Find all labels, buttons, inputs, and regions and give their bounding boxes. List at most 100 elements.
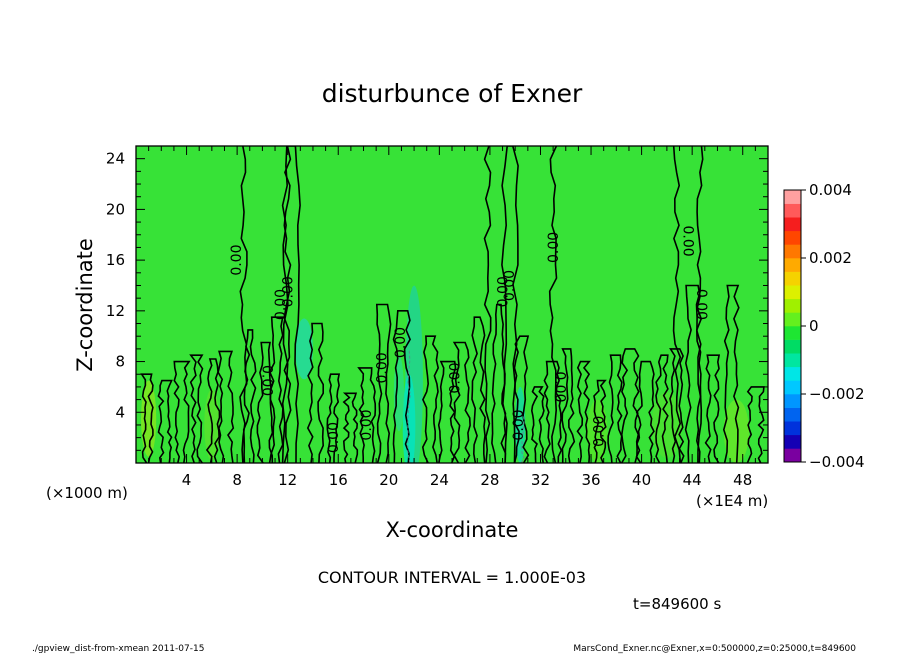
contour-line xyxy=(392,310,411,463)
contour-line xyxy=(217,350,235,463)
contour-line xyxy=(281,146,301,463)
contour-line xyxy=(593,379,607,463)
colorbar-ticks: 0.004 0.002 0 −0.002 −0.004 xyxy=(801,181,865,471)
contour-line xyxy=(357,367,377,463)
x-tick-label: 8 xyxy=(232,471,242,489)
contour-label: 0.00 xyxy=(326,422,342,453)
x-tick-label: 12 xyxy=(278,471,297,489)
colorbar-swatch xyxy=(784,326,801,340)
contour-line xyxy=(437,360,457,463)
colorbar-swatch xyxy=(784,258,801,272)
contour-line xyxy=(746,386,765,463)
contour-line xyxy=(695,146,704,463)
x-tick-label: 24 xyxy=(430,471,449,489)
colorbar-swatch xyxy=(784,394,801,408)
contour-line xyxy=(561,348,576,463)
contour-line xyxy=(140,373,154,463)
contour-label: 0.00 xyxy=(546,232,562,263)
contour-label: 0.00 xyxy=(374,352,390,383)
contour-line xyxy=(530,386,545,463)
contour-label: 0.00 xyxy=(359,409,375,440)
contour-label: 0.00 xyxy=(592,416,608,447)
contour-label: 0.00 xyxy=(448,362,464,393)
x-tick-label: 44 xyxy=(683,471,702,489)
x-tick-label: 48 xyxy=(733,471,752,489)
x-tick-label: 28 xyxy=(480,471,499,489)
colorbar xyxy=(784,190,801,463)
contour-line xyxy=(452,341,471,463)
y-tick-label: 8 xyxy=(115,353,125,371)
x-tick-label: 20 xyxy=(379,471,398,489)
contour-line-negative xyxy=(520,412,525,463)
colorbar-swatch xyxy=(784,421,801,436)
colorbar-tick-label: −0.004 xyxy=(809,453,865,471)
colorbar-swatch xyxy=(784,203,801,218)
contour-label: 0.00 xyxy=(393,327,409,358)
colorbar-swatch xyxy=(784,380,801,395)
color-region xyxy=(295,318,313,380)
contour-label: 0.00 xyxy=(511,409,527,440)
x-scale-note: (×1E4 m) xyxy=(696,492,768,510)
y-tick-label: 24 xyxy=(106,150,125,168)
contour-label: 0.00 xyxy=(502,270,518,301)
colorbar-swatch xyxy=(784,448,801,463)
contour-line xyxy=(242,329,257,463)
contour-label: 0.00 xyxy=(693,289,709,320)
x-tick-label: 32 xyxy=(531,471,550,489)
contour-line xyxy=(722,284,740,463)
plot-area: 0.000.000.000.000.00 0.000.000.000.000.00… xyxy=(136,146,768,463)
x-tick-label: 36 xyxy=(581,471,600,489)
contour-line xyxy=(576,360,591,463)
colorbar-swatch xyxy=(784,217,801,232)
contour-line xyxy=(543,360,563,463)
colorbar-tick-label: 0.002 xyxy=(809,249,852,267)
contour-line xyxy=(283,146,292,463)
contour-label: 0.00 xyxy=(258,365,274,396)
contour-line xyxy=(672,146,682,463)
colorbar-swatch xyxy=(784,190,801,204)
contour-line xyxy=(268,316,284,463)
x-tick-label: 40 xyxy=(632,471,651,489)
contour-line xyxy=(501,146,519,463)
colorbar-swatch xyxy=(784,407,801,422)
contour-line xyxy=(669,348,685,463)
contour-label: 0.00 xyxy=(281,276,297,307)
time-label: t=849600 s xyxy=(633,595,721,613)
x-axis-label: X-coordinate xyxy=(386,518,519,542)
colorbar-swatch xyxy=(784,366,801,381)
contour-label: 0.00 xyxy=(229,245,245,276)
colorbar-tick-label: −0.002 xyxy=(809,385,865,403)
x-tick-label: 4 xyxy=(182,471,192,489)
contour-label-layer: 0.000.000.000.000.00 0.000.000.000.000.00… xyxy=(229,226,709,454)
colorbar-swatch xyxy=(784,339,801,354)
color-region xyxy=(723,399,750,463)
y-tick-label: 4 xyxy=(115,403,125,421)
y-axis: 4 8 12 16 20 24 xyxy=(106,150,768,451)
contour-line xyxy=(704,354,721,463)
contour-lines xyxy=(140,146,765,463)
y-tick-label: 16 xyxy=(106,251,125,269)
color-region xyxy=(587,399,608,463)
x-axis: 4 8 12 16 20 24 28 32 36 40 44 48 xyxy=(148,146,756,489)
contour-line xyxy=(655,354,669,463)
contour-line xyxy=(620,348,640,463)
x-tick-label: 16 xyxy=(329,471,348,489)
colorbar-swatch xyxy=(784,230,801,245)
contour-line-negative xyxy=(407,348,411,463)
contour-line xyxy=(239,146,248,463)
contour-line xyxy=(375,303,392,463)
contour-line xyxy=(635,360,655,463)
contour-line xyxy=(189,354,204,463)
colorbar-tick-label: 0.004 xyxy=(809,181,852,199)
contour-line xyxy=(548,146,558,463)
colorbar-swatch xyxy=(784,298,801,313)
contour-line xyxy=(326,373,341,463)
contour-line xyxy=(173,360,191,463)
x-unit-note: (×1000 m) xyxy=(46,484,128,502)
contour-interval-note: CONTOUR INTERVAL = 1.000E-03 xyxy=(318,568,586,587)
contour-line xyxy=(607,354,623,463)
colorbar-swatch xyxy=(784,353,801,368)
y-axis-label: Z-coordinate xyxy=(73,238,97,372)
contour-line xyxy=(483,146,492,463)
